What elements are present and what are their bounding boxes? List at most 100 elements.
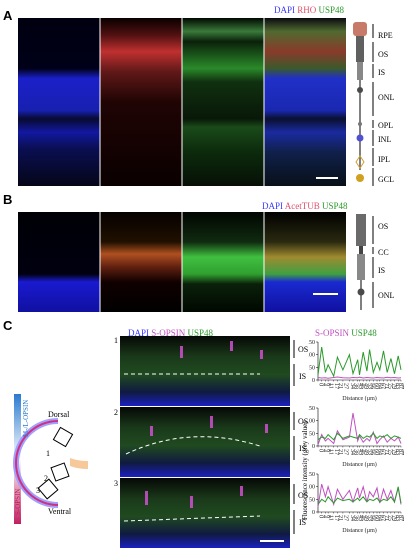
rpe-cell-shape bbox=[353, 22, 367, 36]
layer-label-rpe: RPE bbox=[378, 31, 393, 40]
panel-b-usp48-image bbox=[182, 212, 264, 312]
x-tick-label: 11 bbox=[328, 383, 334, 389]
micrograph-row-1 bbox=[120, 336, 290, 406]
x-tick-label: 90 bbox=[401, 383, 405, 389]
y-tick-label: 150 bbox=[308, 472, 315, 478]
x-tick-label: 11 bbox=[328, 449, 334, 455]
x-tick-label: 4 bbox=[321, 449, 327, 452]
x-axis-label: Distance (µm) bbox=[342, 395, 377, 402]
panel-b-legend: DAPI AcetTUB USP48 bbox=[262, 201, 348, 211]
x-tick-label: 8 bbox=[325, 383, 331, 386]
x-tick-label: 34 bbox=[349, 515, 355, 521]
y-tick-label: 100 bbox=[308, 485, 315, 491]
x-tick-label: 53 bbox=[366, 449, 372, 455]
panel-a-micrographs bbox=[18, 18, 346, 186]
panel-c-legend: DAPI S-OPSIN USP48 bbox=[128, 328, 213, 338]
legend-usp48: USP48 bbox=[318, 5, 345, 15]
x-tick-label: 56 bbox=[369, 515, 375, 521]
y-tick-label: 50 bbox=[309, 431, 315, 437]
x-tick-label: 64 bbox=[377, 515, 383, 521]
c-os-label-2: OS bbox=[298, 417, 309, 426]
gcl-cell-shape bbox=[356, 174, 364, 182]
layer-label-onl-b: ONL bbox=[378, 291, 395, 300]
layer-label-os-b: OS bbox=[378, 222, 389, 231]
x-tick-label: 87 bbox=[398, 449, 404, 455]
x-tick-label: 87 bbox=[398, 515, 404, 521]
x-tick-label: 45 bbox=[359, 383, 365, 389]
x-tick-label: 49 bbox=[363, 383, 369, 389]
panel-b-dapi-image bbox=[18, 212, 100, 312]
legend-usp48-b: USP48 bbox=[322, 201, 348, 211]
x-tick-label: 43 bbox=[357, 449, 363, 455]
legend-dapi-c: DAPI bbox=[128, 328, 150, 338]
y-tick-label: 100 bbox=[308, 353, 315, 359]
layer-label-opl: OPL bbox=[378, 121, 394, 130]
y-tick-label: 150 bbox=[308, 406, 315, 412]
micrograph-row-2 bbox=[120, 407, 290, 477]
x-tick-label: 90 bbox=[401, 515, 405, 521]
layer-label-is: IS bbox=[378, 68, 386, 77]
panel-b-acettub-image bbox=[100, 212, 182, 312]
legend-dapi-b: DAPI bbox=[262, 201, 284, 211]
x-tick-label: 11 bbox=[328, 515, 334, 521]
x-tick-label: 38 bbox=[353, 383, 359, 389]
panel-b-micrographs bbox=[18, 212, 346, 312]
onl-nucleus-shape-b bbox=[357, 288, 365, 296]
x-tick-label: 8 bbox=[325, 515, 331, 518]
layer-label-ipl: IPL bbox=[378, 155, 390, 164]
panel-c-micrographs bbox=[120, 336, 290, 548]
series-line-usp48 bbox=[317, 432, 402, 441]
x-tick-label: 43 bbox=[357, 515, 363, 521]
y-tick-label: 0 bbox=[312, 444, 315, 450]
panel-c-letter: C bbox=[3, 318, 13, 333]
x-tick-label: 79 bbox=[390, 383, 396, 389]
x-tick-label: 79 bbox=[390, 449, 396, 455]
x-tick-label: 87 bbox=[398, 383, 404, 389]
inl-cell-shape bbox=[356, 134, 364, 142]
region-box-3 bbox=[37, 478, 59, 500]
y-tick-label: 150 bbox=[308, 340, 315, 346]
x-tick-label: 21 bbox=[337, 383, 343, 389]
optic-nerve-shape bbox=[70, 458, 88, 469]
intensity-chart-2: 0501001500481117212734384345495356606467… bbox=[308, 406, 404, 468]
chart-legend-usp48: USP48 bbox=[351, 328, 377, 338]
region-number-3: 3 bbox=[36, 486, 40, 495]
row-label-3: 3 bbox=[114, 479, 118, 488]
region-box-2 bbox=[50, 462, 70, 482]
intensity-chart-1: 0501001500481117212734384345495356606467… bbox=[308, 340, 405, 402]
x-tick-label: 8 bbox=[325, 449, 331, 452]
x-tick-label: 75 bbox=[387, 515, 393, 521]
x-axis-label: Distance (µm) bbox=[342, 461, 377, 468]
row-label-1: 1 bbox=[114, 336, 118, 345]
x-tick-label: 45 bbox=[359, 515, 365, 521]
x-tick-label: 64 bbox=[377, 383, 383, 389]
x-tick-label: 53 bbox=[366, 383, 372, 389]
chart-legend-sopsin: S-OPSIN bbox=[315, 328, 350, 338]
photoreceptor-diagram-b bbox=[356, 214, 366, 310]
y-tick-label: 50 bbox=[309, 365, 315, 371]
x-tick-label: 0 bbox=[318, 449, 324, 452]
x-tick-label: 83 bbox=[394, 383, 400, 389]
x-tick-label: 34 bbox=[349, 449, 355, 455]
dorsal-label: Dorsal bbox=[48, 410, 70, 419]
x-tick-label: 79 bbox=[390, 515, 396, 521]
x-tick-label: 21 bbox=[337, 515, 343, 521]
layer-brackets-c bbox=[293, 340, 295, 534]
x-tick-label: 53 bbox=[366, 515, 372, 521]
series-line-usp48 bbox=[317, 347, 402, 378]
x-tick-label: 64 bbox=[377, 449, 383, 455]
region-number-2: 2 bbox=[44, 474, 48, 483]
onl-nucleus-shape bbox=[357, 87, 363, 93]
micrograph-row-3 bbox=[120, 478, 290, 548]
legend-acettub: AcetTUB bbox=[284, 201, 320, 211]
y-tick-label: 0 bbox=[312, 510, 315, 516]
os-shape-b bbox=[356, 214, 366, 246]
x-tick-label: 34 bbox=[349, 383, 355, 389]
x-tick-label: 49 bbox=[363, 449, 369, 455]
x-tick-label: 0 bbox=[318, 383, 324, 386]
layer-label-is-b: IS bbox=[378, 266, 386, 275]
x-tick-label: 38 bbox=[353, 449, 359, 455]
row-label-2: 2 bbox=[114, 408, 118, 417]
y-tick-label: 0 bbox=[312, 378, 315, 384]
layer-label-os: OS bbox=[378, 50, 389, 59]
